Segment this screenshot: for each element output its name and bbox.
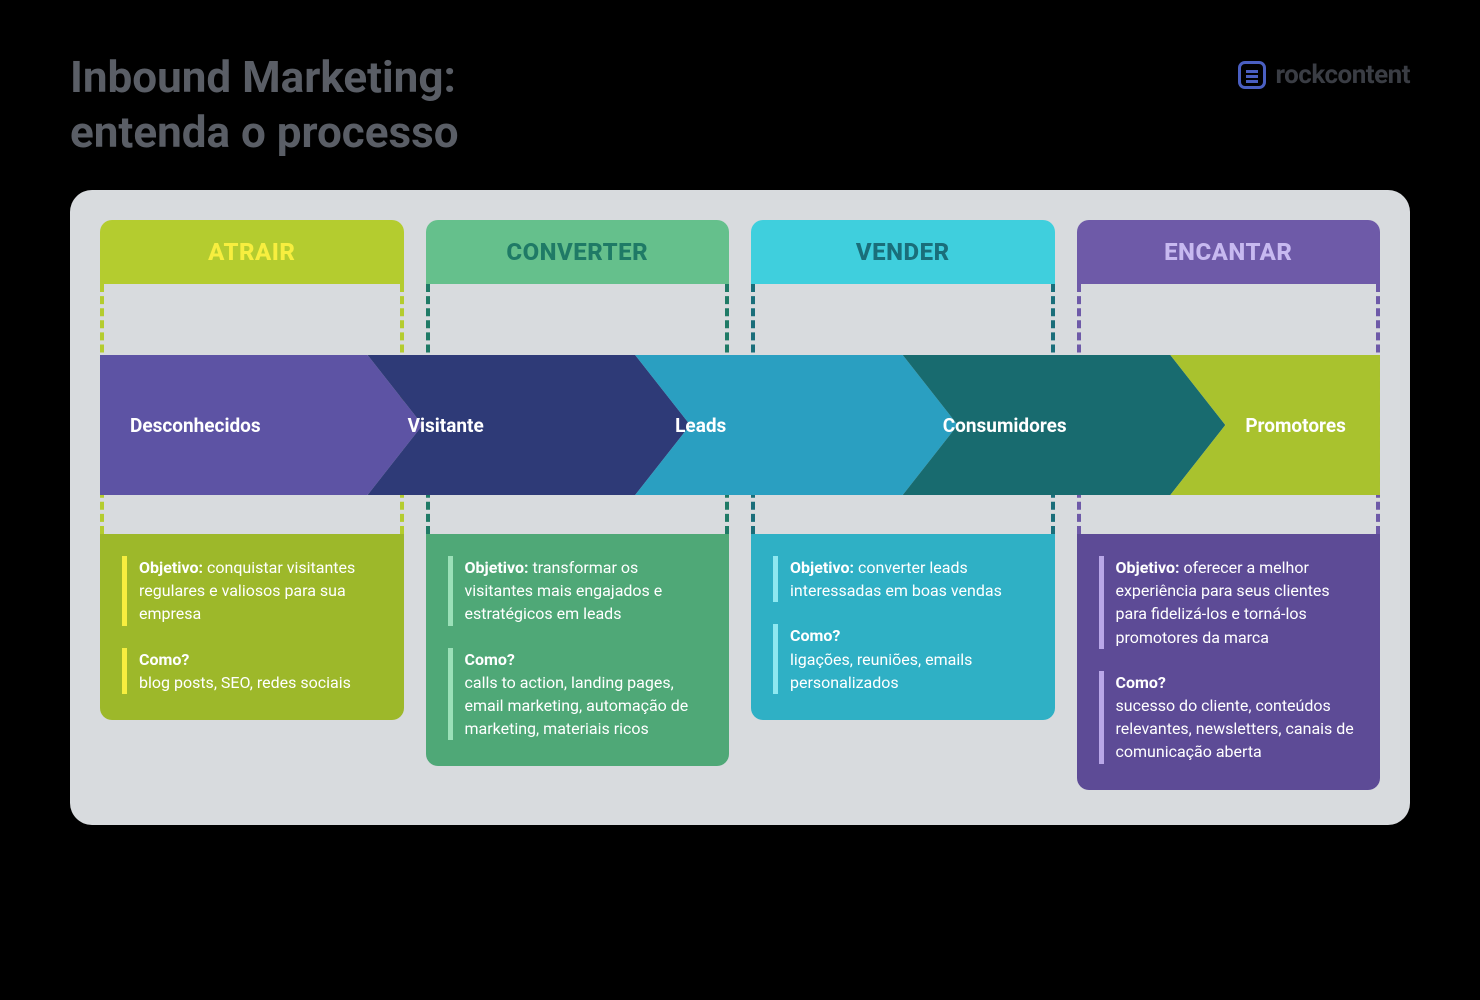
arrow-label: Leads [635,414,726,437]
arrow-label: Visitante [368,414,484,437]
title-line-1: Inbound Marketing: [70,50,459,105]
arrow-label: Desconhecidos [100,414,261,437]
how-text: sucesso do cliente, conteúdos relevantes… [1116,696,1354,761]
how-label: Como? [139,650,189,669]
flow-arrow: Promotores [1170,355,1380,495]
how-label: Como? [790,626,840,645]
stage-column: CONVERTER Objetivo: transformar os visita… [426,220,730,790]
stage-header: VENDER [751,220,1055,284]
how-label: Como? [465,650,515,669]
how-text: calls to action, landing pages, email ma… [465,673,689,738]
brand-text: rockcontent [1276,60,1411,90]
arrow-flow: Desconhecidos Visitante Leads Consumidores P… [100,355,1380,495]
objective-label: Objetivo: [790,558,854,577]
objective-block: Objetivo: transformar os visitantes mais… [448,556,708,626]
stage-card: Objetivo: transformar os visitantes mais… [426,534,730,766]
arrow-label: Promotores [1170,414,1346,437]
stage-header: ATRAIR [100,220,404,284]
stage-column: VENDER Objetivo: converter leads interess… [751,220,1055,790]
stage-column: ATRAIR Objetivo: conquistar visitantes re… [100,220,404,790]
how-text: blog posts, SEO, redes sociais [139,673,351,692]
objective-label: Objetivo: [139,558,203,577]
title-line-2: entenda o processo [70,105,459,160]
stage-card: Objetivo: oferecer a melhor experiência … [1077,534,1381,790]
stage-card: Objetivo: conquistar visitantes regulare… [100,534,404,720]
stage-header: ENCANTAR [1077,220,1381,284]
objective-block: Objetivo: converter leads interessadas e… [773,556,1033,602]
brand-logo: rockcontent [1238,60,1411,90]
how-block: Como? sucesso do cliente, conteúdos relev… [1099,671,1359,764]
process-panel: ATRAIR Objetivo: conquistar visitantes re… [70,190,1410,825]
page-header: Inbound Marketing: entenda o processo ro… [70,50,1410,160]
objective-label: Objetivo: [465,558,529,577]
objective-block: Objetivo: oferecer a melhor experiência … [1099,556,1359,649]
objective-block: Objetivo: conquistar visitantes regulare… [122,556,382,626]
objective-label: Objetivo: [1116,558,1180,577]
how-label: Como? [1116,673,1166,692]
how-text: ligações, reuniões, emails personalizado… [790,650,972,692]
how-block: Como? ligações, reuniões, emails personal… [773,624,1033,694]
how-block: Como? blog posts, SEO, redes sociais [122,648,382,694]
stages-row: ATRAIR Objetivo: conquistar visitantes re… [100,220,1380,790]
brand-icon [1238,61,1266,89]
arrow-label: Consumidores [903,414,1067,437]
stage-card: Objetivo: converter leads interessadas e… [751,534,1055,720]
stage-header: CONVERTER [426,220,730,284]
stage-column: ENCANTAR Objetivo: oferecer a melhor expe… [1077,220,1381,790]
how-block: Como? calls to action, landing pages, ema… [448,648,708,741]
page-title: Inbound Marketing: entenda o processo [70,50,459,160]
